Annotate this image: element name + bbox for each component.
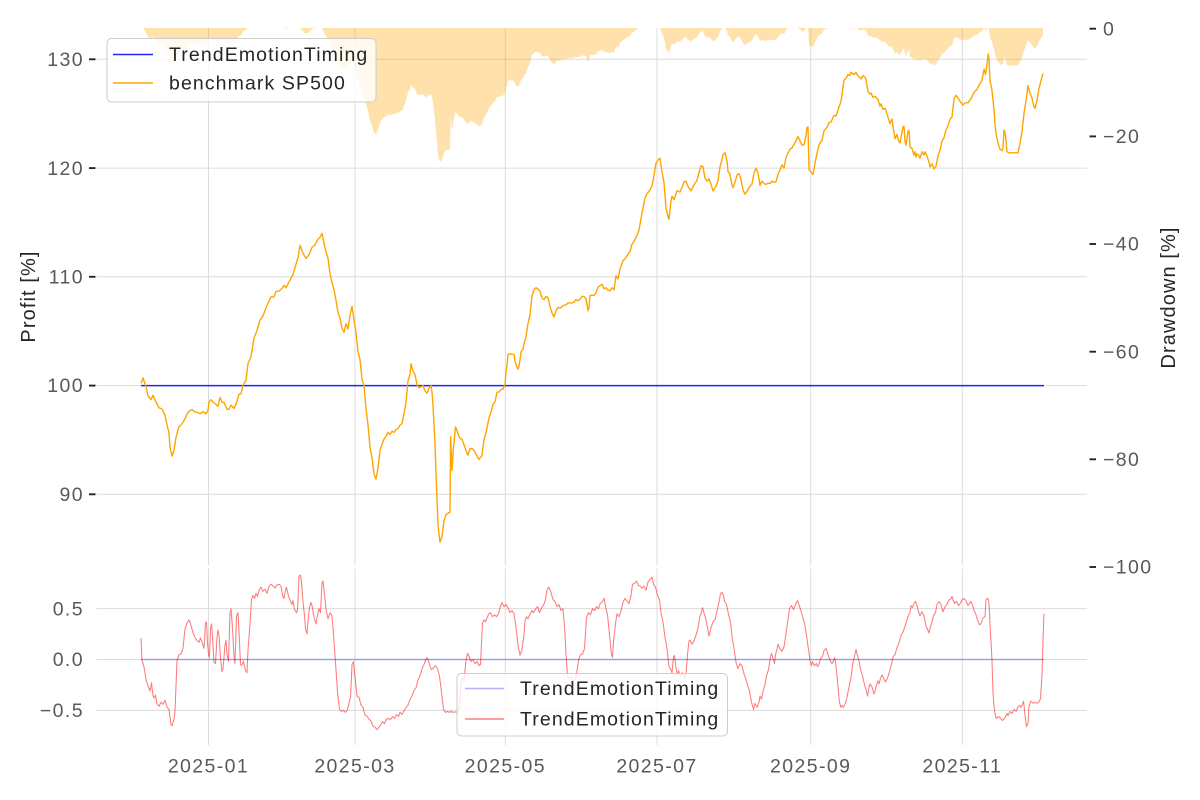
svg-text:TrendEmotionTiming: TrendEmotionTiming <box>520 678 719 700</box>
svg-text:90: 90 <box>60 484 85 506</box>
svg-text:Profit [%]: Profit [%] <box>18 250 40 342</box>
svg-text:Drawdown [%]: Drawdown [%] <box>1158 226 1180 368</box>
svg-text:0.5: 0.5 <box>53 598 84 620</box>
svg-text:−0.5: −0.5 <box>40 700 84 722</box>
svg-text:TrendEmotionTiming: TrendEmotionTiming <box>169 44 368 66</box>
svg-text:−20: −20 <box>1103 126 1140 148</box>
svg-text:2025-03: 2025-03 <box>314 756 395 778</box>
svg-text:−60: −60 <box>1103 341 1140 363</box>
svg-text:2025-07: 2025-07 <box>616 756 697 778</box>
svg-text:0.0: 0.0 <box>53 649 84 671</box>
svg-text:−100: −100 <box>1103 557 1153 579</box>
svg-text:2025-11: 2025-11 <box>922 756 1002 778</box>
svg-text:100: 100 <box>47 375 84 397</box>
svg-text:110: 110 <box>49 267 84 289</box>
svg-text:0: 0 <box>1103 18 1115 40</box>
svg-text:120: 120 <box>47 158 84 180</box>
svg-text:−40: −40 <box>1103 234 1140 256</box>
svg-text:2025-01: 2025-01 <box>168 756 249 778</box>
svg-text:−80: −80 <box>1103 449 1140 471</box>
svg-text:2025-05: 2025-05 <box>465 756 546 778</box>
svg-text:130: 130 <box>47 49 84 71</box>
svg-text:benchmark SP500: benchmark SP500 <box>169 73 346 95</box>
svg-text:TrendEmotionTiming: TrendEmotionTiming <box>520 709 719 731</box>
svg-text:2025-09: 2025-09 <box>770 756 851 778</box>
